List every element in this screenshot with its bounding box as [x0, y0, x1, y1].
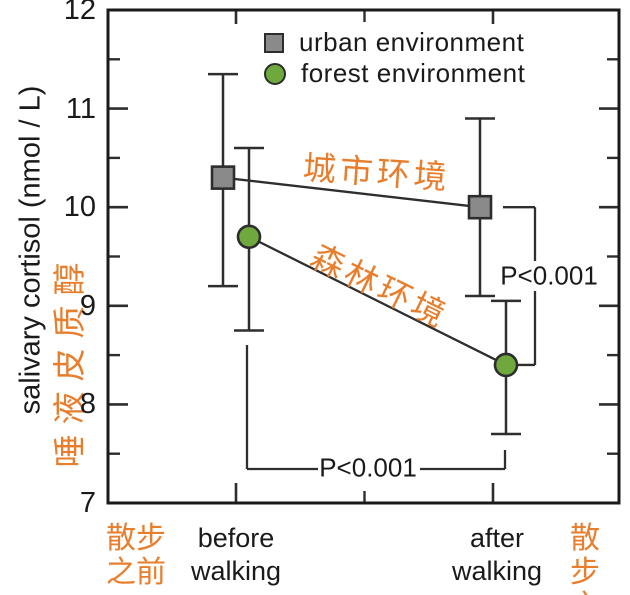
y-tick-label: 10 [63, 191, 96, 224]
legend-label-urban: urban environment [299, 27, 525, 57]
x-label-after-chinese: 散步 之后 [570, 522, 600, 595]
legend-item-urban: urban environment [264, 27, 525, 58]
series-line [248, 235, 507, 366]
urban-series-annotation-chinese: 城市环境 [301, 148, 452, 197]
urban-data-point-square [210, 165, 236, 190]
x-label-before-chinese: 散步 之前 [106, 522, 166, 589]
legend-item-forest: forest environment [264, 58, 525, 89]
y-axis-label-chinese: 唾液皮质醇 [51, 252, 88, 468]
urban-data-point-square [467, 194, 493, 220]
p-value-right: P<0.001 [500, 260, 598, 291]
forest-data-point-circle [493, 352, 519, 378]
series-line [222, 176, 481, 209]
y-tick-label: 7 [79, 487, 96, 519]
legend: urban environment forest environment [264, 27, 525, 89]
x-label-after: after walking [451, 523, 543, 586]
y-tick-label: 12 [63, 0, 96, 26]
p-value-bottom: P<0.001 [319, 452, 417, 483]
y-tick-label: 8 [79, 388, 96, 421]
x-label-before: before walking [190, 523, 282, 586]
y-tick-label: 11 [65, 92, 96, 125]
legend-label-forest: forest environment [301, 58, 526, 88]
forest-data-point-circle [236, 224, 262, 250]
forest-circle-marker-icon [264, 62, 286, 85]
plot-border [106, 8, 621, 505]
urban-square-marker-icon [264, 32, 284, 53]
y-tick-label: 9 [79, 289, 96, 322]
